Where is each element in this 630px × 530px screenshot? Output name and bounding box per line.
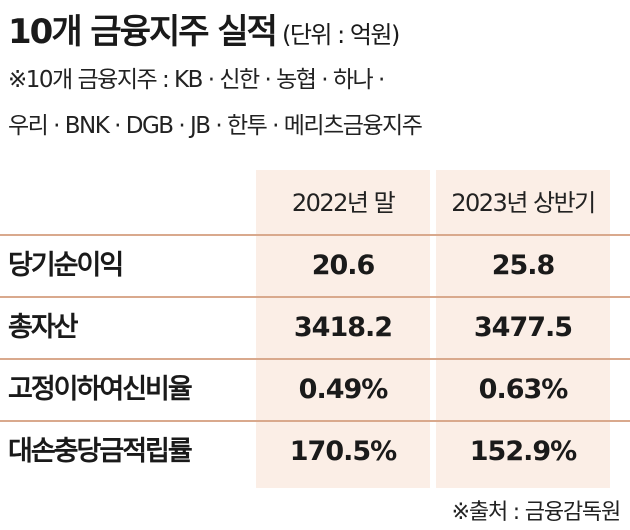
note-line-1: ※10개 금융지주 : KB · 신한 · 농협 · 하나 · <box>8 67 385 93</box>
column-header-2022: 2022년 말 <box>291 189 396 217</box>
row-label-total-assets: 총자산 <box>8 312 79 343</box>
cell-total-assets-2023h1: 3477.5 <box>473 312 573 343</box>
chart-title: 10개 금융지주 실적 <box>8 12 278 52</box>
column-header-2023h1: 2023년 상반기 <box>451 189 596 217</box>
cell-loan-loss-coverage-2023h1: 152.9% <box>469 436 577 467</box>
table-rule <box>0 296 630 298</box>
note-line-2: 우리 · BNK · DGB · JB · 한투 · 메리츠금융지주 <box>8 113 423 139</box>
cell-net-income-2022: 20.6 <box>311 250 376 281</box>
column-background-2023h1 <box>436 170 610 488</box>
row-label-npl-ratio: 고정이하여신비율 <box>8 374 193 405</box>
table-rule <box>0 234 630 236</box>
cell-loan-loss-coverage-2022: 170.5% <box>289 436 397 467</box>
cell-total-assets-2022: 3418.2 <box>293 312 393 343</box>
row-label-net-income: 당기순이익 <box>8 250 124 281</box>
source-note: ※출처 : 금융감독원 <box>451 500 622 525</box>
cell-net-income-2023h1: 25.8 <box>491 250 556 281</box>
column-background-2022 <box>256 170 430 488</box>
cell-npl-ratio-2022: 0.49% <box>298 374 389 405</box>
chart-title-line: 10개 금융지주 실적 (단위 : 억원) <box>8 4 400 53</box>
table-rule <box>0 358 630 360</box>
cell-npl-ratio-2023h1: 0.63% <box>478 374 569 405</box>
unit-label: (단위 : 억원) <box>281 21 400 49</box>
table-rule <box>0 420 630 422</box>
row-label-loan-loss-coverage: 대손충당금적립률 <box>8 436 193 467</box>
